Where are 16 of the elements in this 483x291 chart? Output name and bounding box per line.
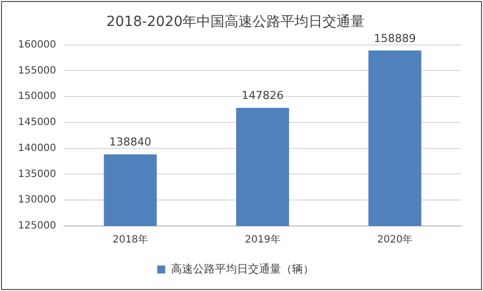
data-label: 147826 — [242, 89, 284, 102]
legend-label: 高速公路平均日交通量（辆） — [170, 262, 314, 276]
x-tick-label: 2018年 — [112, 234, 148, 246]
y-tick-label: 125000 — [18, 220, 56, 232]
y-tick-label: 130000 — [18, 194, 56, 206]
y-tick-label: 150000 — [18, 91, 56, 102]
y-tick-label: 155000 — [18, 65, 56, 76]
data-label: 158889 — [374, 32, 416, 45]
y-tick-label: 160000 — [18, 39, 56, 50]
chart-title: 2018-2020年中国高速公路平均日交通量 — [106, 14, 365, 30]
y-tick-label: 135000 — [18, 168, 56, 180]
x-tick-label: 2020年 — [377, 234, 413, 246]
data-label: 138840 — [109, 136, 152, 149]
x-tick-label: 2019年 — [244, 234, 280, 246]
y-tick-label: 145000 — [18, 117, 56, 128]
y-tick-label: 140000 — [18, 142, 56, 154]
